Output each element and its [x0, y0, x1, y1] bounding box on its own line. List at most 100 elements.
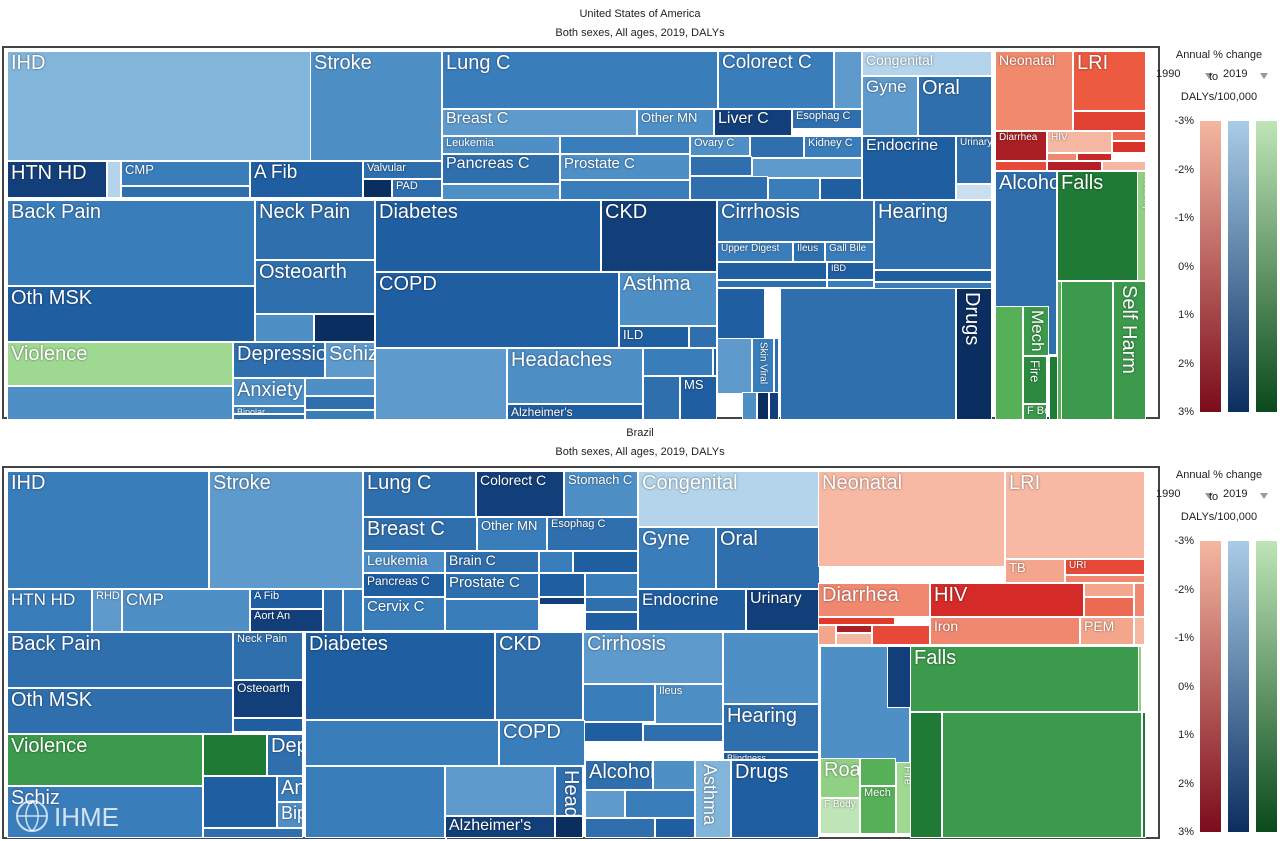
- treemap-cell-pancreas-c[interactable]: Pancreas C: [363, 573, 445, 597]
- treemap-cell[interactable]: [757, 392, 769, 420]
- treemap-cell-iron[interactable]: Iron: [930, 617, 1080, 645]
- treemap-cell[interactable]: [314, 314, 375, 342]
- treemap-cell[interactable]: [343, 589, 363, 632]
- treemap-cell-schiz[interactable]: Schiz: [325, 342, 375, 378]
- treemap-cell-hiv[interactable]: HIV: [930, 583, 1084, 617]
- treemap-cell[interactable]: [203, 734, 267, 776]
- treemap-cell[interactable]: [1061, 281, 1113, 420]
- treemap-cell[interactable]: [539, 597, 585, 605]
- treemap-cell[interactable]: [1065, 575, 1145, 583]
- treemap-cell[interactable]: [233, 414, 305, 420]
- treemap-cell-htn-hd[interactable]: HTN HD: [7, 589, 92, 632]
- treemap-cell-breast-c[interactable]: Breast C: [442, 109, 637, 136]
- treemap-cell-alzheimer-s[interactable]: Alzheimer's: [445, 816, 555, 838]
- treemap-cell-osteoarth[interactable]: Osteoarth: [255, 260, 375, 314]
- treemap-cell[interactable]: [1084, 583, 1134, 597]
- treemap-cell[interactable]: [585, 612, 638, 631]
- treemap-cell[interactable]: [583, 722, 643, 742]
- treemap-cell[interactable]: [742, 392, 757, 420]
- treemap-cell-idiopathic-epilepsy[interactable]: Idiopathic epilepsy: [445, 838, 447, 840]
- treemap-cell[interactable]: [717, 338, 752, 394]
- chevron-down-icon[interactable]: [1205, 493, 1213, 499]
- treemap-cell[interactable]: [1047, 153, 1077, 161]
- treemap-cell-neonatal[interactable]: Neonatal: [818, 471, 1005, 567]
- treemap-cell[interactable]: [834, 51, 862, 109]
- treemap-cell-road-inj[interactable]: Road Inj: [820, 758, 860, 798]
- treemap-cell-htn-hd[interactable]: HTN HD: [7, 161, 107, 198]
- treemap-cell[interactable]: [1077, 153, 1112, 161]
- treemap-cell-stomach-c[interactable]: Stomach C: [564, 471, 638, 517]
- treemap-cell-diarrhea[interactable]: Diarrhea: [995, 131, 1047, 161]
- treemap-cell-headaches[interactable]: Headaches: [507, 348, 643, 404]
- treemap-cell-falls[interactable]: Falls: [910, 646, 1142, 712]
- treemap-cell[interactable]: [820, 178, 862, 200]
- treemap-cell-uri[interactable]: URI: [1065, 559, 1145, 575]
- treemap-cell-alzheimer-s[interactable]: Alzheimer's: [507, 404, 643, 420]
- treemap-cell-prostate-c[interactable]: Prostate C: [445, 573, 539, 599]
- treemap-cell[interactable]: [442, 184, 560, 200]
- treemap-cell-back-pain[interactable]: Back Pain: [7, 632, 233, 688]
- treemap-cell-drown[interactable]: Drown: [1138, 646, 1142, 712]
- treemap-cell-breast-c[interactable]: Breast C: [363, 517, 477, 551]
- treemap-cell[interactable]: [625, 790, 695, 818]
- treemap-cell[interactable]: [1047, 161, 1102, 171]
- treemap-cell-aort-an[interactable]: Aort An: [250, 609, 323, 632]
- treemap-cell-a-fib[interactable]: A Fib: [250, 161, 363, 198]
- treemap-cell[interactable]: [874, 270, 992, 282]
- treemap-cell-brain-c[interactable]: Brain C: [445, 551, 539, 573]
- treemap-cell-ckd[interactable]: CKD: [601, 200, 717, 272]
- treemap-cell-ibd[interactable]: IBD: [827, 262, 874, 280]
- treemap-cell[interactable]: [1112, 141, 1146, 153]
- treemap-cell[interactable]: [445, 766, 555, 816]
- treemap-cell[interactable]: [585, 573, 638, 597]
- treemap-cell-pad[interactable]: PAD: [392, 179, 442, 198]
- treemap-cell-upper-digest[interactable]: Upper Digest: [717, 242, 793, 262]
- year-from-select[interactable]: 1990: [1156, 488, 1181, 500]
- treemap-cell-oral[interactable]: Oral: [716, 527, 820, 589]
- treemap-cell[interactable]: [910, 712, 942, 838]
- treemap-cell-ild[interactable]: ILD: [619, 326, 689, 348]
- treemap-cell-urinary[interactable]: Urinary: [956, 136, 992, 184]
- treemap-cell[interactable]: [717, 280, 827, 288]
- treemap-cell-cervix-c[interactable]: Cervix C: [363, 597, 445, 631]
- treemap-cell-kidney-c[interactable]: Kidney C: [804, 136, 862, 158]
- treemap-cell-blindness[interactable]: Blindness: [723, 752, 819, 760]
- treemap-cell-neck-pain[interactable]: Neck Pain: [255, 200, 375, 260]
- treemap-cell-ckd[interactable]: CKD: [495, 632, 583, 720]
- treemap-cell-leukemia[interactable]: Leukemia: [442, 136, 560, 154]
- treemap-cell[interactable]: [445, 599, 539, 631]
- treemap-cell-rhd[interactable]: RHD: [92, 589, 122, 632]
- treemap-cell[interactable]: [655, 818, 695, 838]
- treemap-cell-osteoarth[interactable]: Osteoarth: [233, 680, 303, 718]
- treemap-cell-diabetes[interactable]: Diabetes: [375, 200, 601, 272]
- treemap-cell[interactable]: [107, 161, 121, 198]
- treemap-cell-fire[interactable]: Fire: [1023, 356, 1047, 404]
- treemap-cell[interactable]: [818, 617, 895, 625]
- treemap-cell-hearing[interactable]: Hearing: [723, 704, 819, 752]
- treemap-cell[interactable]: [860, 758, 896, 786]
- treemap-cell[interactable]: [752, 158, 862, 178]
- chevron-down-icon[interactable]: [1260, 73, 1268, 79]
- treemap-cell[interactable]: [995, 306, 1023, 420]
- treemap-cell-parkinson-s[interactable]: Parkinson's: [713, 348, 717, 376]
- treemap-cell-neonatal[interactable]: Neonatal: [995, 51, 1073, 131]
- treemap-cell-drugs[interactable]: Drugs: [731, 760, 819, 838]
- treemap-cell[interactable]: [836, 625, 872, 633]
- treemap-cell-gyne[interactable]: Gyne: [862, 76, 918, 136]
- treemap-cell[interactable]: [995, 161, 1047, 171]
- treemap-cell[interactable]: [305, 410, 375, 420]
- treemap-cell[interactable]: [768, 178, 820, 200]
- treemap-cell-cirrhosis[interactable]: Cirrhosis: [717, 200, 874, 242]
- treemap-cell-colorect-c[interactable]: Colorect C: [718, 51, 834, 109]
- treemap-cell-road-inj[interactable]: Road Inj: [1137, 171, 1146, 281]
- treemap-cell-oth-msk[interactable]: Oth MSK: [7, 688, 233, 734]
- treemap-cell[interactable]: [539, 573, 585, 597]
- treemap-cell-lri[interactable]: LRI: [1073, 51, 1146, 111]
- treemap-cell[interactable]: [255, 314, 314, 342]
- treemap-cell[interactable]: [723, 632, 819, 704]
- treemap-cell[interactable]: [942, 712, 1142, 838]
- treemap-cell-oral[interactable]: Oral: [918, 76, 992, 136]
- treemap-cell-congenital[interactable]: Congenital: [862, 51, 992, 76]
- treemap-cell-gall-bile[interactable]: Gall Bile: [825, 242, 874, 262]
- treemap-cell[interactable]: [1102, 161, 1146, 171]
